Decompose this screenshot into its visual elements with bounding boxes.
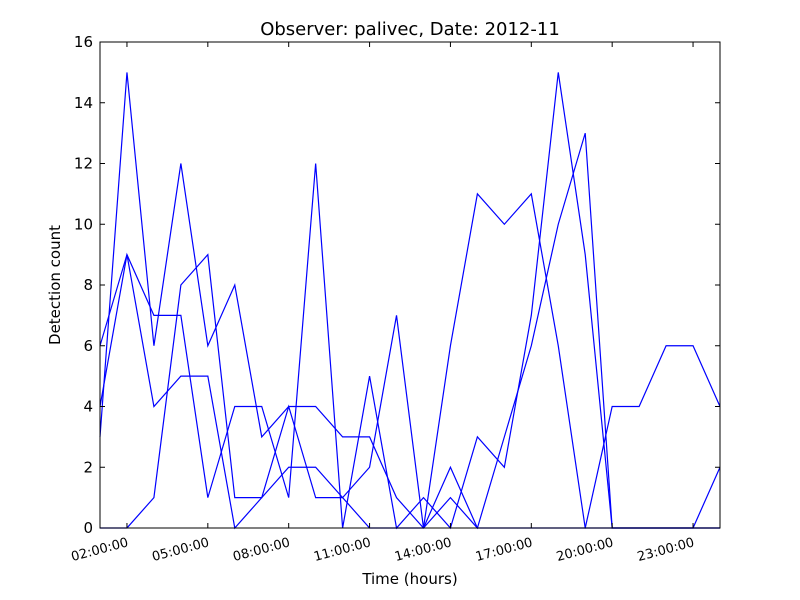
x-axis-label: Time (hours) [361, 570, 457, 588]
y-tick-label: 10 [74, 215, 93, 233]
y-tick-label: 16 [74, 33, 93, 51]
y-axis-label: Detection count [46, 225, 64, 345]
chart-title: Observer: palivec, Date: 2012-11 [260, 19, 560, 40]
y-tick-label: 6 [83, 337, 93, 355]
y-tick-label: 12 [74, 155, 93, 173]
y-tick-label: 0 [83, 519, 93, 537]
y-tick-label: 8 [83, 276, 93, 294]
y-axis: 0 2 4 6 8 10 12 14 16 [74, 33, 720, 537]
y-tick-label: 2 [83, 458, 93, 476]
y-tick-label: 14 [74, 94, 93, 112]
y-tick-label: 4 [83, 398, 93, 416]
